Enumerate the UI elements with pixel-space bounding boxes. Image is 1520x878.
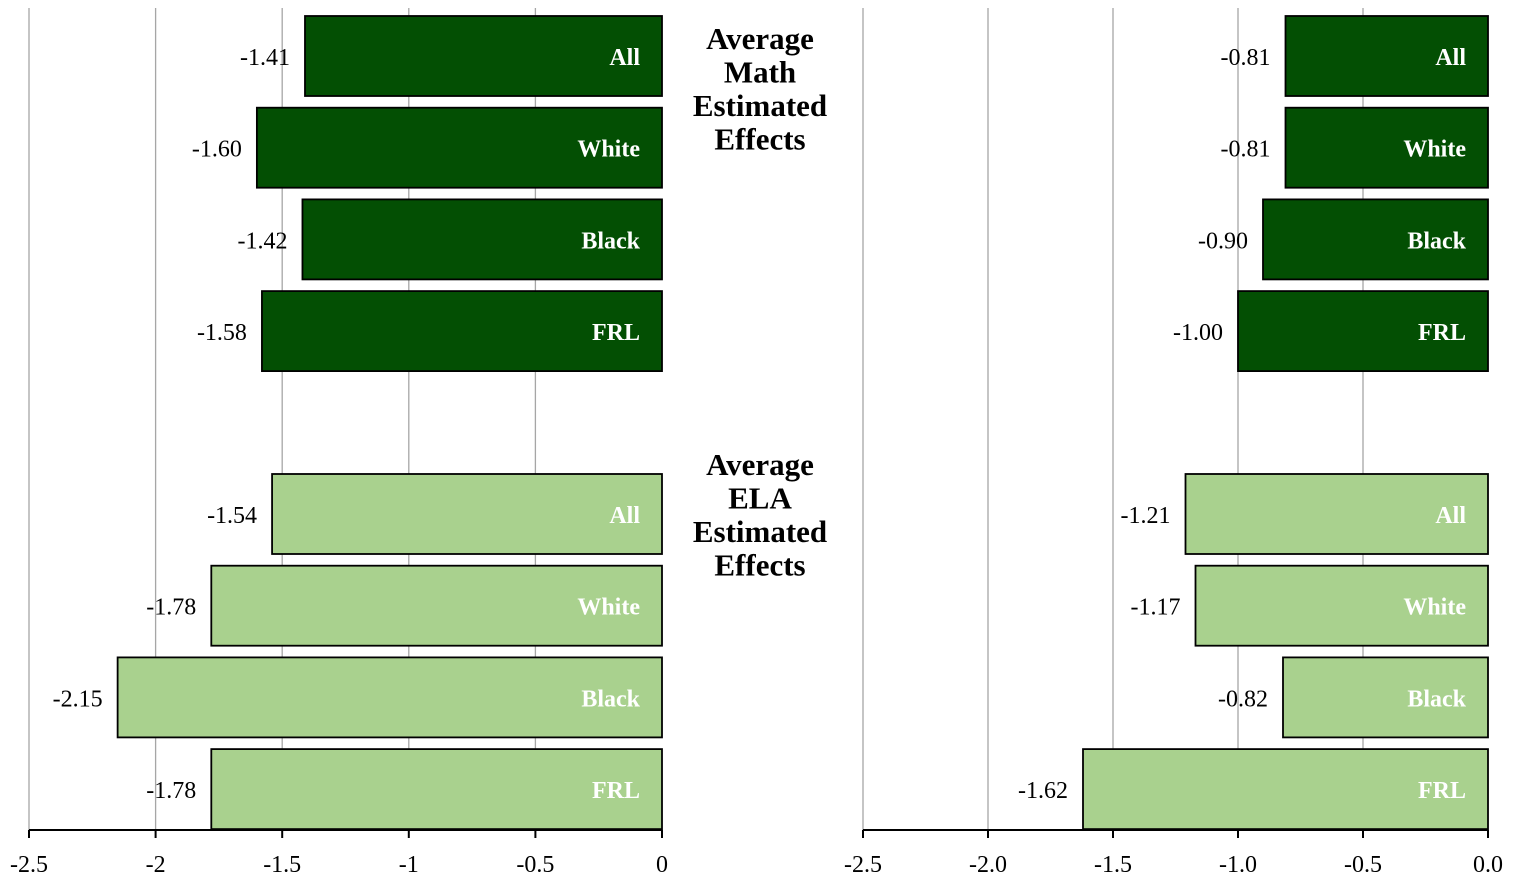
value-label-p1-math-white: -1.60 <box>192 137 242 163</box>
value-label-p1-ela-white: -1.78 <box>146 595 196 621</box>
category-label-p1-math-white: White <box>577 137 640 163</box>
category-label-p1-ela-all: All <box>609 503 640 529</box>
tick-label-p1-1: -2 <box>146 852 166 878</box>
bar-p1-math-white <box>255 106 663 189</box>
bar-p2-ela-frl <box>1082 748 1489 830</box>
value-label-p2-math-black: -0.90 <box>1198 228 1248 254</box>
bar-p1-math-black <box>301 198 663 281</box>
group-title-ela-line-1: Average <box>706 447 814 482</box>
bar-p1-math-all <box>304 15 663 97</box>
group-title-ela-line-4: Effects <box>714 548 805 583</box>
tick-label-p2-2: -1.5 <box>1094 852 1132 878</box>
category-label-p1-math-all: All <box>609 45 640 71</box>
bar-p2-math-white <box>1284 106 1489 189</box>
tick-label-p1-2: -1.5 <box>263 852 301 878</box>
bar-p2-math-black <box>1262 198 1489 281</box>
tick-label-p2-0: -2.5 <box>844 852 882 878</box>
category-label-p2-math-all: All <box>1435 45 1466 71</box>
tick-label-p1-3: -1 <box>399 852 419 878</box>
category-label-p2-ela-all: All <box>1435 503 1466 529</box>
bar-p1-math-frl <box>261 290 663 373</box>
tick-label-p1-4: -0.5 <box>516 852 554 878</box>
category-label-p2-math-white: White <box>1403 137 1466 163</box>
category-label-p1-math-black: Black <box>581 228 640 254</box>
group-title-ela-line-3: Estimated <box>693 514 827 549</box>
tick-label-p2-5: 0.0 <box>1473 852 1503 878</box>
value-label-p1-ela-frl: -1.78 <box>146 778 196 804</box>
bar-p1-ela-all <box>271 473 663 555</box>
value-label-p1-math-frl: -1.58 <box>197 320 247 346</box>
group-title-math-line-3: Estimated <box>693 88 827 123</box>
bar-p1-ela-frl <box>210 748 663 830</box>
value-label-p1-ela-black: -2.15 <box>53 686 103 712</box>
value-label-p2-ela-white: -1.17 <box>1131 595 1181 621</box>
group-title-math-line-2: Math <box>724 55 796 90</box>
bar-p2-ela-white <box>1194 564 1489 647</box>
category-label-p2-ela-frl: FRL <box>1418 778 1466 804</box>
category-label-p1-ela-white: White <box>577 595 640 621</box>
bar-p1-ela-black <box>116 656 663 739</box>
category-label-p2-ela-black: Black <box>1407 686 1466 712</box>
category-label-p1-math-frl: FRL <box>592 320 640 346</box>
tick-label-p2-1: -2.0 <box>969 852 1007 878</box>
value-label-p1-math-all: -1.41 <box>240 45 290 71</box>
value-label-p2-ela-black: -0.82 <box>1218 686 1268 712</box>
value-label-p2-ela-all: -1.21 <box>1121 503 1171 529</box>
bar-p2-math-all <box>1284 15 1489 97</box>
bar-p1-ela-white <box>210 564 663 647</box>
category-label-p2-ela-white: White <box>1403 595 1466 621</box>
tick-label-p2-3: -1.0 <box>1219 852 1257 878</box>
group-title-ela-line-2: ELA <box>728 481 792 516</box>
category-label-p1-ela-frl: FRL <box>592 778 640 804</box>
category-label-p2-math-black: Black <box>1407 228 1466 254</box>
value-label-p2-ela-frl: -1.62 <box>1018 778 1068 804</box>
value-label-p2-math-white: -0.81 <box>1221 137 1271 163</box>
value-label-p1-ela-all: -1.54 <box>207 503 257 529</box>
value-label-p1-math-black: -1.42 <box>237 228 287 254</box>
bar-p2-ela-all <box>1184 473 1489 555</box>
bar-p2-ela-black <box>1282 656 1489 739</box>
tick-label-p1-5: 0 <box>656 852 668 878</box>
bar-p2-math-frl <box>1237 290 1489 373</box>
tick-label-p2-4: -0.5 <box>1344 852 1382 878</box>
group-title-math-line-4: Effects <box>714 122 805 157</box>
group-title-math-line-1: Average <box>706 21 814 56</box>
value-label-p2-math-all: -0.81 <box>1221 45 1271 71</box>
category-label-p1-ela-black: Black <box>581 686 640 712</box>
tick-label-p1-0: -2.5 <box>10 852 48 878</box>
value-label-p2-math-frl: -1.00 <box>1173 320 1223 346</box>
category-label-p2-math-frl: FRL <box>1418 320 1466 346</box>
